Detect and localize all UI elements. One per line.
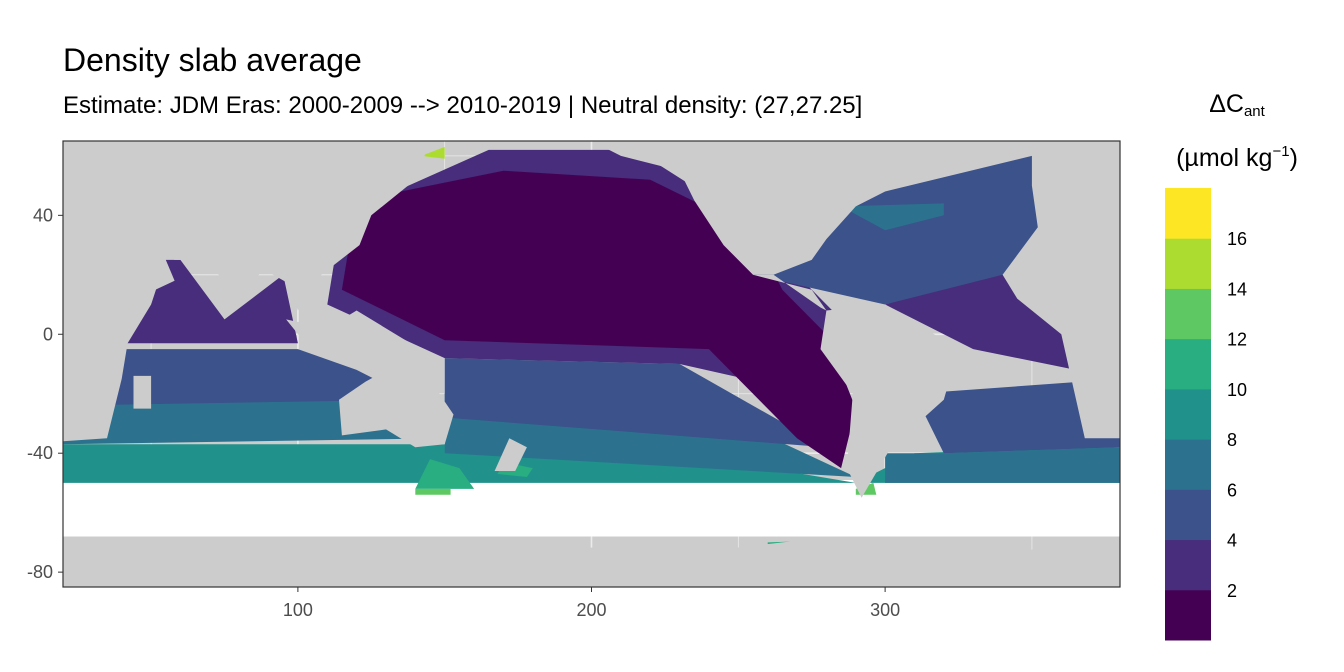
australia-land: [339, 367, 454, 448]
no-data-band: [63, 480, 1120, 537]
colorbar-bin: [1165, 489, 1211, 541]
legend-symbol: ΔC: [1209, 90, 1244, 118]
legend-unit-superscript: −1: [1272, 143, 1290, 160]
y-tick-label: -40: [27, 443, 53, 463]
x-tick-label: 300: [870, 600, 900, 620]
north-america-land: [591, 141, 1120, 275]
colorbar-label: 8: [1227, 430, 1237, 450]
tasman-cell: [415, 459, 475, 489]
chart-title: Density slab average: [63, 42, 362, 78]
colorbar-bin: [1165, 589, 1211, 641]
colorbar-label: 6: [1227, 480, 1237, 500]
antarctic-coast-no-data: [63, 527, 1120, 537]
tasman-south-cell: [415, 488, 451, 495]
land-masses: [63, 141, 1120, 587]
y-axis: 40 0 -40 -80: [27, 205, 63, 582]
new-zealand-land: [494, 438, 527, 471]
legend-unit-prefix: (µmol kg: [1176, 144, 1273, 172]
gulf-stream-cell: [841, 203, 944, 231]
colorbar: 2 4 6 8 10 12 14 16: [1165, 188, 1247, 641]
colorbar-bin: [1165, 539, 1211, 591]
greenland-land: [914, 141, 1003, 156]
colorbar-label: 16: [1227, 229, 1247, 249]
atlantic-south-cell: [914, 378, 1120, 454]
colorbar-bin: [1165, 439, 1211, 490]
southern-ocean-cell: [63, 444, 1120, 483]
madagascar-land: [133, 375, 152, 409]
antarctica-land: [63, 530, 1120, 587]
south-america-land: [820, 304, 959, 498]
legend-subscript: ant: [1243, 103, 1265, 120]
legend-unit-suffix: ): [1289, 144, 1298, 172]
atlantic-southern-cell: [885, 447, 1120, 483]
colorbar-label: 10: [1227, 380, 1247, 400]
pacific-subtropical-cell: [444, 358, 827, 448]
colorbar-bin: [1165, 188, 1211, 239]
indonesia-land: [286, 310, 445, 364]
y-tick-label: 40: [33, 205, 53, 225]
okhotsk-cell: [421, 146, 445, 159]
europe-africa-east-land: [1002, 141, 1120, 439]
y-tick-label: -80: [27, 562, 53, 582]
colorbar-label: 2: [1227, 581, 1237, 601]
legend-title: ΔCant (µmol kg−1): [1152, 84, 1322, 178]
y-tick-label: 0: [43, 324, 53, 344]
colorbar-label: 4: [1227, 531, 1237, 551]
colorbar-bin: [1165, 288, 1211, 340]
colorbar-label: 14: [1227, 279, 1247, 299]
x-tick-label: 100: [283, 600, 313, 620]
arabia-land: [107, 245, 175, 299]
x-tick-label: 200: [576, 600, 606, 620]
asia-land: [63, 141, 430, 311]
colorbar-bin: [1165, 238, 1211, 289]
x-axis: 100 200 300: [283, 587, 900, 620]
colorbar-bin: [1165, 388, 1211, 440]
central-america-land: [753, 274, 827, 311]
chart-subtitle: Estimate: JDM Eras: 2000-2009 --> 2010-2…: [63, 92, 863, 119]
colorbar-bin: [1165, 338, 1211, 390]
colorbar-label: 12: [1227, 330, 1247, 350]
